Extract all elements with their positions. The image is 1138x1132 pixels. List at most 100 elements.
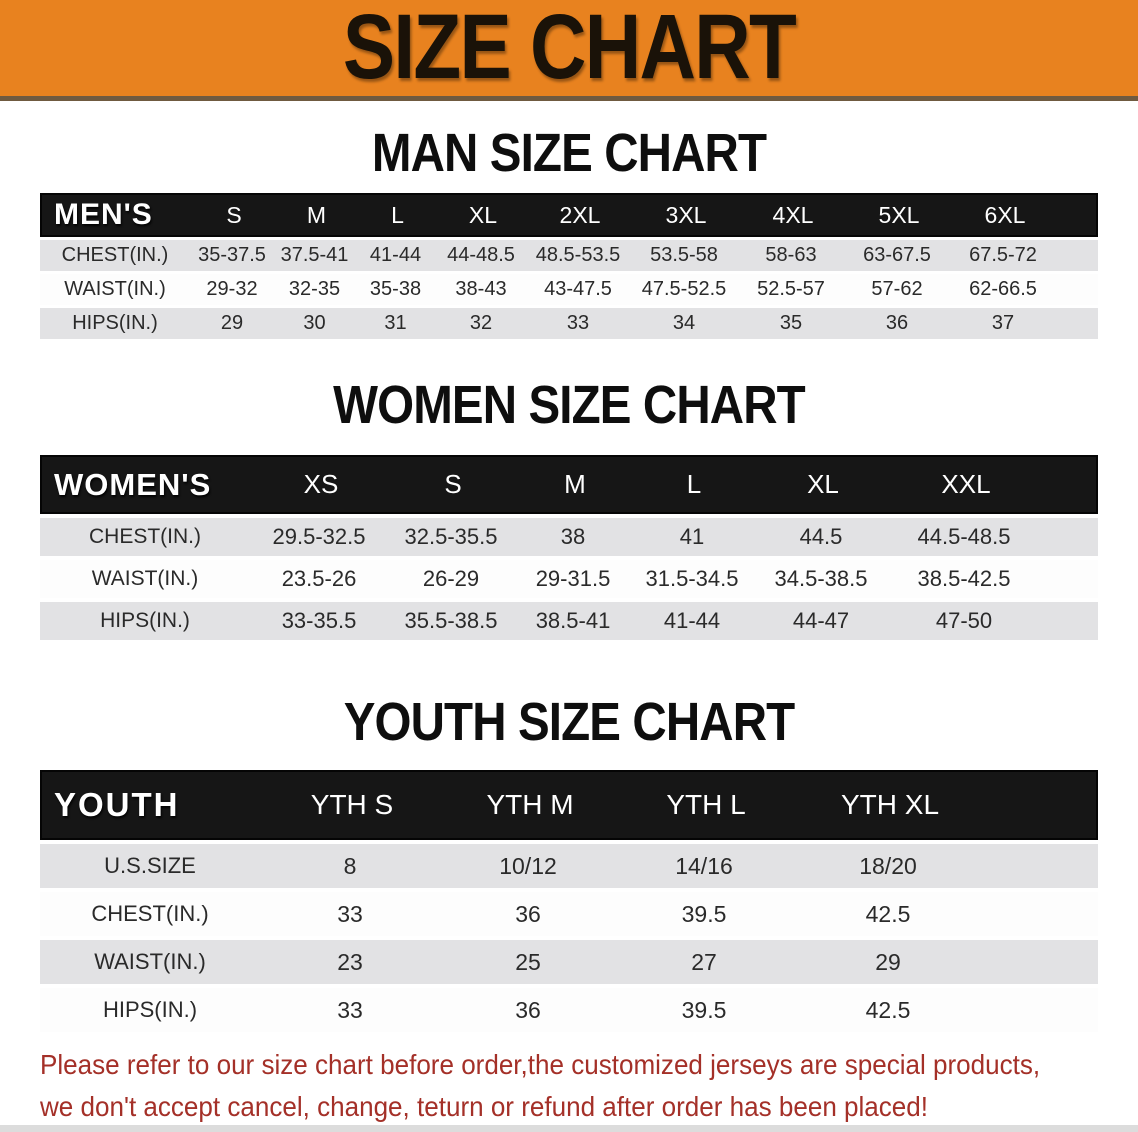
men-section-title-text: MAN SIZE CHART xyxy=(371,123,767,183)
women-header-label: WOMEN'S xyxy=(54,466,212,502)
row-label: WAIST(IN.) xyxy=(91,567,199,590)
youth-section-title: YOUTH SIZE CHART xyxy=(40,692,1098,752)
value-cell: 38 xyxy=(560,524,586,549)
women-section-title: WOMEN SIZE CHART xyxy=(40,378,1098,432)
youth-column-header: YTH S xyxy=(310,789,394,820)
youth-table-row: HIPS(IN.) 33 36 39.5 42.5 xyxy=(40,988,1098,1032)
value-cell: 32 xyxy=(469,312,493,334)
value-cell: 35 xyxy=(779,312,803,334)
youth-table-row: WAIST(IN.) 23 25 27 29 xyxy=(40,940,1098,984)
value-cell: 44-47 xyxy=(792,608,850,633)
value-cell: 36 xyxy=(885,312,909,334)
value-cell: 25 xyxy=(515,948,541,975)
row-label: HIPS(IN.) xyxy=(102,997,198,1022)
value-cell: 63-67.5 xyxy=(863,244,931,266)
women-table-row: HIPS(IN.) 33-35.5 35.5-38.5 38.5-41 41-44 44-… xyxy=(40,602,1098,640)
value-cell: 42.5 xyxy=(865,996,911,1023)
youth-header-label: YOUTH xyxy=(54,786,180,823)
men-header-label: MEN'S xyxy=(54,198,153,231)
value-cell: 42.5 xyxy=(865,900,911,927)
disclaimer-line-2: we don't accept cancel, change, teturn o… xyxy=(40,1091,929,1122)
disclaimer-line-1: Please refer to our size chart before or… xyxy=(40,1049,1041,1080)
men-column-header: S xyxy=(226,201,242,228)
size-sections: MAN SIZE CHART MEN'S S M L XL 2XL 3XL 4XL 5XL 6XL C… xyxy=(0,123,1138,1032)
value-cell: 34.5-38.5 xyxy=(774,566,868,591)
value-cell: 31 xyxy=(384,312,407,334)
women-column-header: S xyxy=(444,469,462,499)
value-cell: 39.5 xyxy=(681,900,727,927)
value-cell: 57-62 xyxy=(871,278,923,300)
bottom-strip xyxy=(0,1125,1138,1132)
value-cell: 67.5-72 xyxy=(969,244,1037,266)
men-table-row: HIPS(IN.) 29 30 31 32 33 34 35 36 37 xyxy=(40,308,1098,339)
value-cell: 38.5-42.5 xyxy=(917,566,1011,591)
value-cell: 41 xyxy=(679,524,705,549)
banner-title: SIZE CHART xyxy=(342,0,797,98)
value-cell: 14/16 xyxy=(675,852,733,879)
youth-size-table: YOUTH YTH S YTH M YTH L YTH XL U.S.SIZE 8 10/12… xyxy=(40,770,1098,1032)
disclaimer: Please refer to our size chart before or… xyxy=(40,1044,1138,1128)
youth-table-header: YOUTH YTH S YTH M YTH L YTH XL xyxy=(40,770,1098,840)
men-column-header: 6XL xyxy=(984,201,1026,228)
value-cell: 34 xyxy=(672,312,696,334)
row-label: HIPS(IN.) xyxy=(72,312,158,334)
value-cell: 44-48.5 xyxy=(447,244,515,266)
men-table-row: CHEST(IN.) 35-37.5 37.5-41 41-44 44-48.5 48.5… xyxy=(40,240,1098,271)
value-cell: 47.5-52.5 xyxy=(641,278,727,300)
women-column-header: XL xyxy=(807,469,839,499)
value-cell: 43-47.5 xyxy=(544,278,612,300)
row-label: U.S.SIZE xyxy=(104,853,196,878)
men-column-header: 5XL xyxy=(878,201,920,228)
youth-size-section: YOUTH SIZE CHART YOUTH YTH S YTH M YTH L YTH … xyxy=(40,692,1098,1032)
women-size-section: WOMEN SIZE CHART WOMEN'S XS S M L XL XXL CHEST(I… xyxy=(40,378,1098,640)
men-size-table: MEN'S S M L XL 2XL 3XL 4XL 5XL 6XL CHEST(IN.) 35-37… xyxy=(40,193,1098,339)
row-label: WAIST(IN.) xyxy=(64,278,166,300)
men-column-header: 2XL xyxy=(559,201,601,228)
value-cell: 29-32 xyxy=(206,278,258,300)
women-column-header: XS xyxy=(303,469,339,499)
youth-section-title-text: YOUTH SIZE CHART xyxy=(343,692,795,752)
value-cell: 33 xyxy=(337,996,363,1023)
value-cell: 35-37.5 xyxy=(198,244,266,266)
value-cell: 26-29 xyxy=(422,566,480,591)
value-cell: 36 xyxy=(515,996,541,1023)
value-cell: 35.5-38.5 xyxy=(404,608,498,633)
value-cell: 23 xyxy=(337,948,363,975)
value-cell: 27 xyxy=(691,948,717,975)
men-size-section: MAN SIZE CHART MEN'S S M L XL 2XL 3XL 4XL 5XL 6XL C… xyxy=(40,123,1098,339)
value-cell: 38.5-41 xyxy=(535,608,611,633)
value-cell: 38-43 xyxy=(455,278,507,300)
row-label: CHEST(IN.) xyxy=(61,244,169,266)
value-cell: 47-50 xyxy=(935,608,993,633)
value-cell: 29 xyxy=(875,948,901,975)
men-column-header: XL xyxy=(468,201,498,228)
men-table-row: WAIST(IN.) 29-32 32-35 35-38 38-43 43-47.5 47.… xyxy=(40,274,1098,305)
value-cell: 52.5-57 xyxy=(757,278,825,300)
value-cell: 41-44 xyxy=(369,244,422,266)
men-column-header: M xyxy=(306,201,327,228)
value-cell: 33 xyxy=(566,312,590,334)
value-cell: 32-35 xyxy=(288,278,341,300)
youth-column-header: YTH M xyxy=(486,789,574,820)
youth-table-row: U.S.SIZE 8 10/12 14/16 18/20 xyxy=(40,844,1098,888)
value-cell: 33-35.5 xyxy=(281,608,357,633)
value-cell: 62-66.5 xyxy=(969,278,1037,300)
women-table-row: WAIST(IN.) 23.5-26 26-29 29-31.5 31.5-34.5 34… xyxy=(40,560,1098,598)
youth-table-row: CHEST(IN.) 33 36 39.5 42.5 xyxy=(40,892,1098,936)
row-label: CHEST(IN.) xyxy=(91,901,209,926)
youth-column-header: YTH L xyxy=(666,789,746,820)
value-cell: 58-63 xyxy=(765,244,817,266)
value-cell: 44.5 xyxy=(799,524,843,549)
row-label: WAIST(IN.) xyxy=(94,949,206,974)
women-column-header: M xyxy=(564,469,586,499)
row-label: HIPS(IN.) xyxy=(100,609,190,632)
value-cell: 33 xyxy=(337,900,363,927)
value-cell: 29-31.5 xyxy=(535,566,611,591)
men-column-header: L xyxy=(391,201,404,228)
value-cell: 53.5-58 xyxy=(650,244,718,266)
row-label: CHEST(IN.) xyxy=(89,525,201,548)
men-table-header: MEN'S S M L XL 2XL 3XL 4XL 5XL 6XL xyxy=(40,193,1098,237)
women-column-header: L xyxy=(686,469,702,499)
women-size-table: WOMEN'S XS S M L XL XXL CHEST(IN.) 29.5-32.5 32.5… xyxy=(40,455,1098,640)
